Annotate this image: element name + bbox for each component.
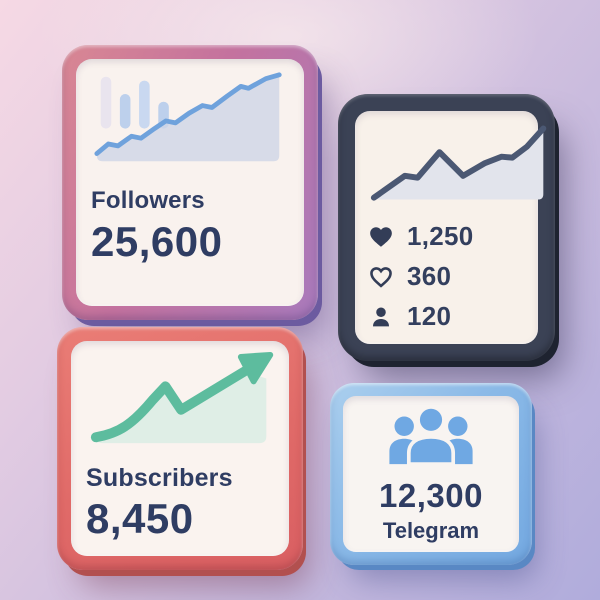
trend-line-icon	[370, 125, 547, 201]
arrow-head-icon	[237, 351, 274, 385]
engagement-panel: 1,250 360 120	[355, 111, 547, 344]
favourites-value: 360	[407, 261, 452, 291]
subscribers-chart	[90, 351, 274, 444]
members-row: 120	[368, 301, 525, 332]
bar-chart-icon	[100, 76, 169, 129]
telegram-panel: 12,300 Telegram	[343, 396, 519, 552]
likes-value: 1,250	[407, 221, 474, 251]
bar	[139, 80, 150, 129]
engagement-stats: 1,250 360 120	[368, 221, 525, 332]
telegram-label: Telegram	[382, 518, 480, 543]
likes-row: 1,250	[368, 221, 525, 252]
heart-outline-icon	[370, 266, 392, 288]
followers-label: Followers	[91, 187, 205, 214]
telegram-value: 12,300	[379, 477, 483, 514]
followers-panel: Followers 25,600	[76, 59, 304, 306]
followers-chart	[94, 72, 282, 162]
bar	[119, 94, 131, 129]
members-value: 120	[407, 301, 452, 331]
people-group-icon	[389, 405, 473, 466]
bar	[100, 76, 112, 129]
heart-filled-icon	[370, 226, 392, 247]
favourites-row: 360	[368, 261, 525, 292]
person-icon	[372, 306, 390, 326]
engagement-card[interactable]: 1,250 360 120	[338, 94, 555, 361]
telegram-card[interactable]: 12,300 Telegram	[330, 383, 532, 565]
subscribers-label: Subscribers	[86, 464, 233, 492]
subscribers-card[interactable]: Subscribers 8,450	[57, 327, 303, 570]
growth-arrow-icon	[90, 362, 256, 443]
followers-card[interactable]: Followers 25,600	[62, 45, 318, 320]
trend-line-icon	[94, 72, 282, 156]
engagement-chart	[370, 125, 547, 201]
subscribers-panel: Subscribers 8,450	[71, 341, 289, 556]
area-fill	[373, 128, 544, 200]
followers-value: 25,600	[91, 218, 223, 265]
subscribers-value: 8,450	[86, 495, 194, 542]
